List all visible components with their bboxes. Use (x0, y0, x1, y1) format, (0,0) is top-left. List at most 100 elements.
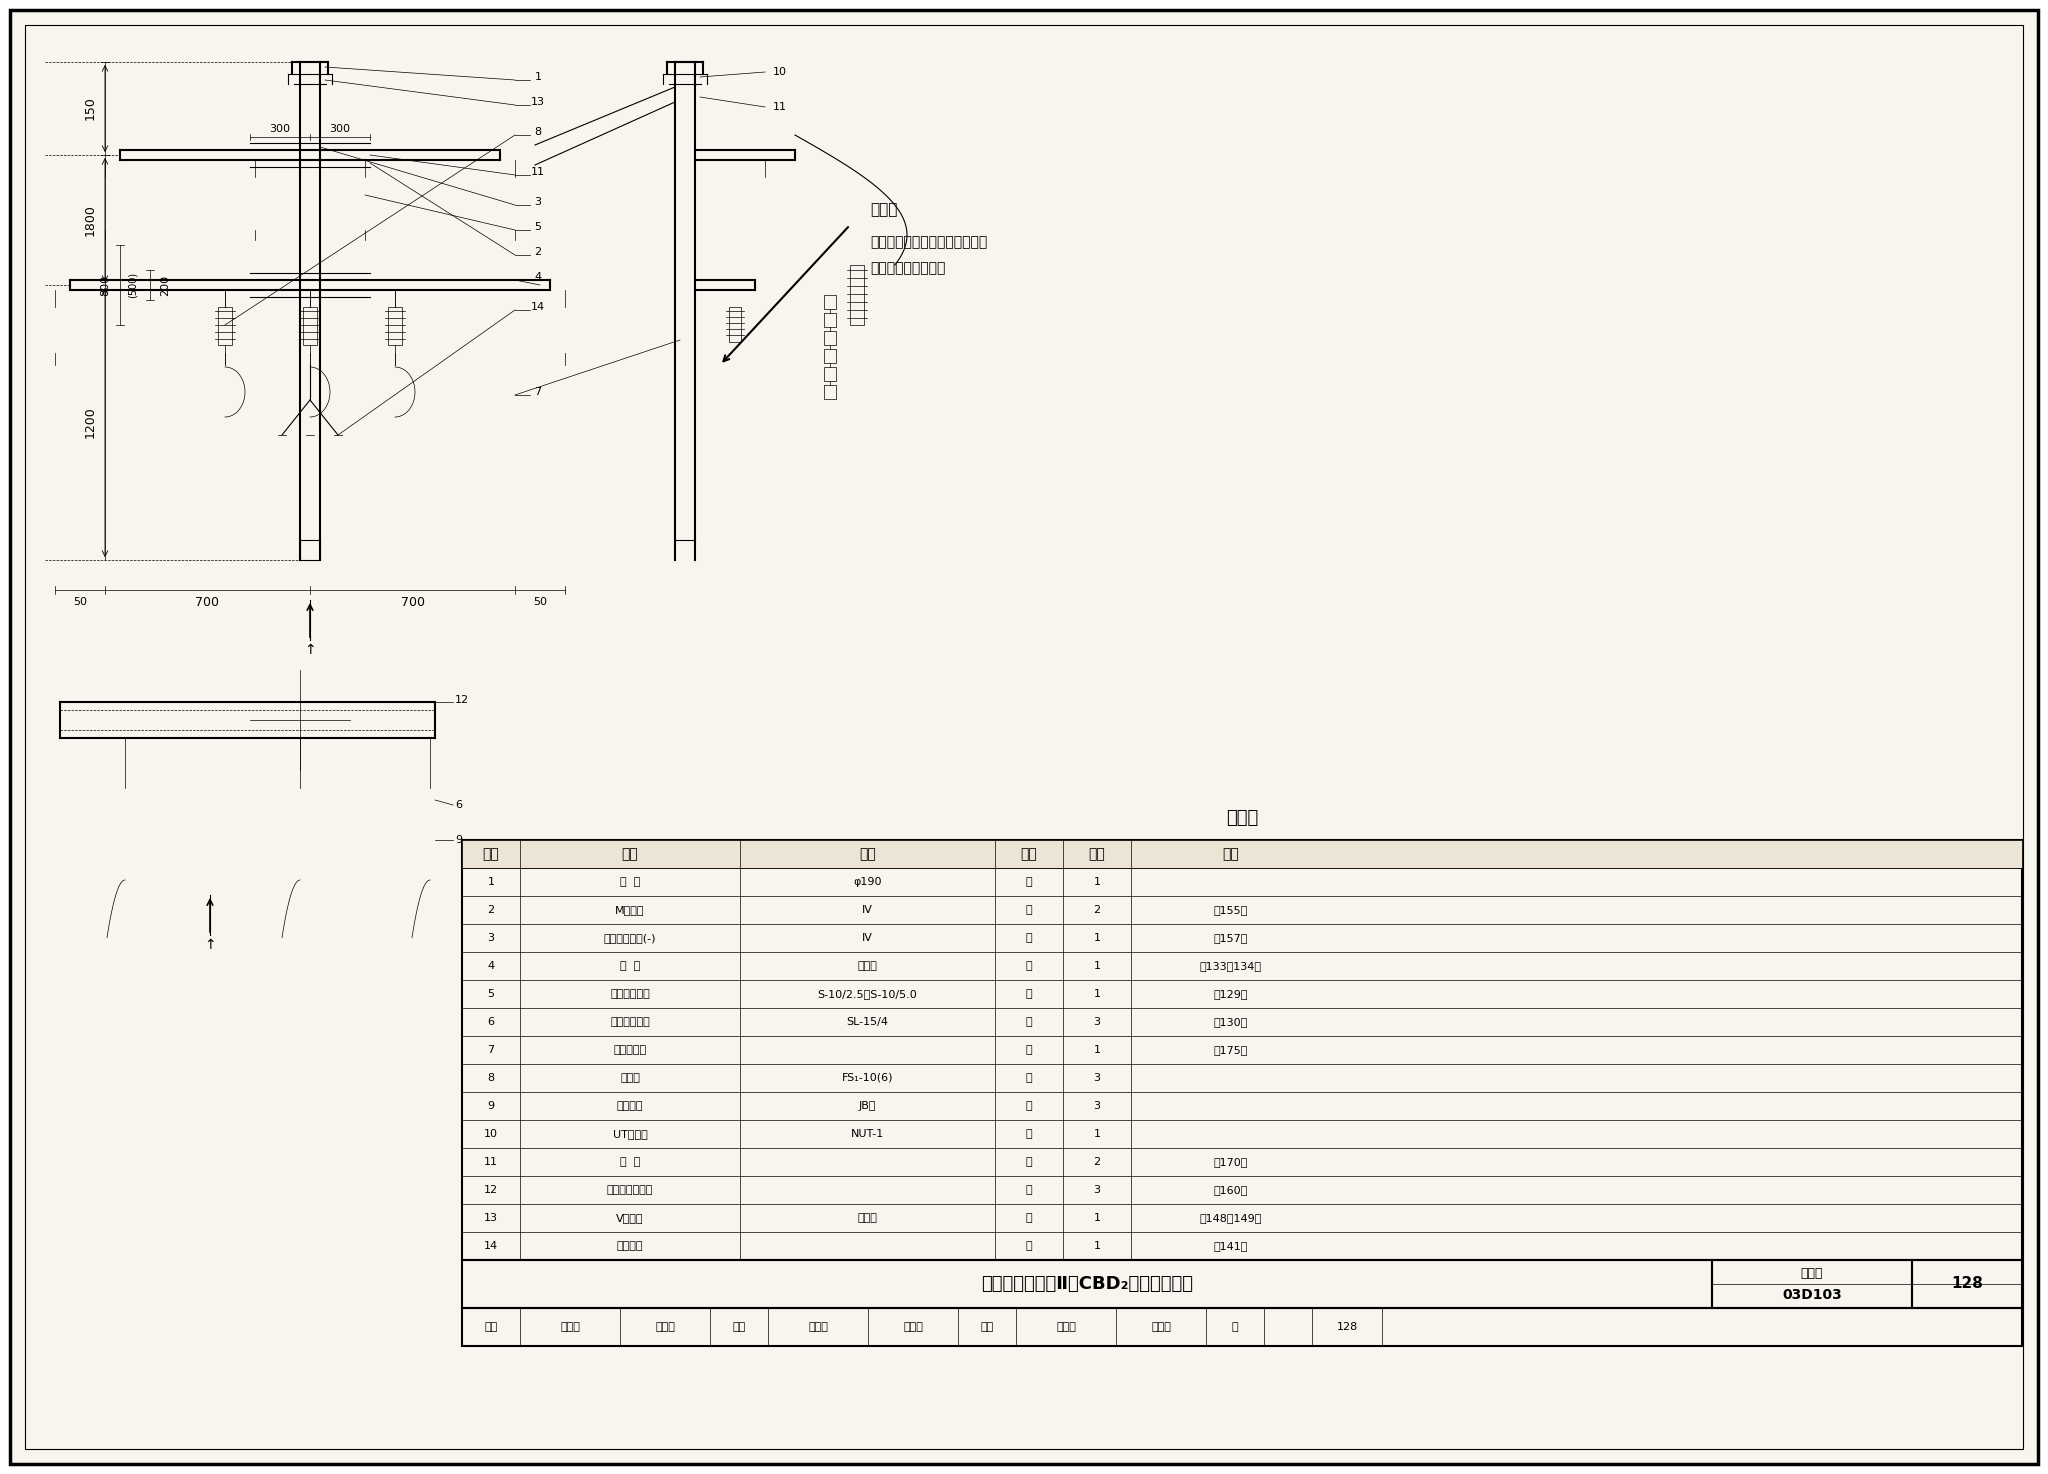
Text: 2: 2 (535, 248, 541, 256)
Text: 设计: 设计 (981, 1322, 993, 1332)
Text: 13: 13 (530, 97, 545, 108)
Text: 见157页: 见157页 (1214, 933, 1247, 943)
Text: 见附录: 见附录 (858, 961, 877, 971)
Text: 4: 4 (487, 961, 494, 971)
Text: 3: 3 (1094, 1101, 1100, 1111)
Text: 6: 6 (487, 1017, 494, 1027)
Text: 付: 付 (1026, 1185, 1032, 1195)
Text: 见160页: 见160页 (1214, 1185, 1247, 1195)
Text: 页: 页 (1231, 1322, 1239, 1332)
Text: 名称: 名称 (623, 848, 639, 861)
Bar (1913, 1260, 2021, 1307)
Text: 800: 800 (100, 274, 111, 296)
Text: 2: 2 (1094, 905, 1100, 915)
Text: 1: 1 (1094, 1241, 1100, 1251)
Text: 14: 14 (530, 302, 545, 312)
Text: 1: 1 (487, 877, 494, 887)
Text: 6: 6 (455, 800, 463, 811)
Text: 300: 300 (330, 124, 350, 134)
Text: 规格: 规格 (858, 848, 877, 861)
Text: 1800: 1800 (84, 203, 96, 236)
Text: 王向东: 王向东 (809, 1322, 827, 1332)
Text: 1: 1 (1094, 989, 1100, 999)
Text: 见133、134页: 见133、134页 (1200, 961, 1262, 971)
Text: 1: 1 (1094, 933, 1100, 943)
Text: V型拉线: V型拉线 (616, 1213, 643, 1223)
Text: 1: 1 (1094, 1213, 1100, 1223)
Text: 见130页: 见130页 (1214, 1017, 1247, 1027)
Text: IV: IV (862, 905, 872, 915)
Text: 1: 1 (1094, 877, 1100, 887)
Text: 个: 个 (1026, 1101, 1032, 1111)
Text: 屋: 屋 (1026, 989, 1032, 999)
Bar (823, 349, 836, 363)
Text: 子河光: 子河光 (903, 1322, 924, 1332)
Text: 根: 根 (1026, 877, 1032, 887)
Text: 个: 个 (1026, 905, 1032, 915)
Text: JB型: JB型 (858, 1101, 877, 1111)
Text: 个: 个 (1026, 1073, 1032, 1083)
Text: 洪长标: 洪长标 (1151, 1322, 1171, 1332)
Text: 下拉线截面见附录。: 下拉线截面见附录。 (870, 261, 946, 276)
Bar (823, 332, 836, 345)
Text: 1: 1 (1094, 1045, 1100, 1055)
Text: 拉  线: 拉 线 (621, 1157, 641, 1167)
Text: 128: 128 (1952, 1276, 1982, 1291)
Text: 12: 12 (455, 696, 469, 705)
Text: 序号: 序号 (483, 848, 500, 861)
Text: 8: 8 (535, 127, 541, 137)
Text: 5: 5 (487, 989, 494, 999)
Text: 5: 5 (535, 223, 541, 231)
Text: 附注: 附注 (1223, 848, 1239, 861)
Text: ↑: ↑ (305, 643, 315, 657)
Text: 展拉棒绕绵子: 展拉棒绕绵子 (610, 1017, 649, 1027)
Bar (463, 1307, 2021, 1346)
Text: 1: 1 (1094, 961, 1100, 971)
Text: 3: 3 (1094, 1185, 1100, 1195)
Text: 700: 700 (195, 595, 219, 609)
Text: NUT-1: NUT-1 (850, 1129, 885, 1139)
Text: 电  杆: 电 杆 (621, 877, 641, 887)
Text: 带避雷线终端杆Ⅱ（CBD₂）杆顶安装图: 带避雷线终端杆Ⅱ（CBD₂）杆顶安装图 (981, 1275, 1194, 1293)
Text: 明细表: 明细表 (1227, 809, 1257, 827)
Text: 9: 9 (487, 1101, 494, 1111)
Text: 付: 付 (1026, 933, 1032, 943)
Text: 马利天: 马利天 (655, 1322, 676, 1332)
Text: 接地装置: 接地装置 (616, 1241, 643, 1251)
Text: 50: 50 (532, 597, 547, 607)
Text: 11: 11 (772, 102, 786, 112)
Text: 校对: 校对 (733, 1322, 745, 1332)
Text: M形抜鐵: M形抜鐵 (614, 905, 645, 915)
Bar (823, 385, 836, 399)
Bar (850, 265, 864, 324)
Bar (463, 840, 2021, 868)
Bar (823, 312, 836, 327)
Text: 11: 11 (530, 167, 545, 177)
Text: 组: 组 (1026, 1045, 1032, 1055)
Text: 9: 9 (455, 834, 463, 845)
Text: 杆顶支座拉箋(-): 杆顶支座拉箋(-) (604, 933, 655, 943)
Text: (500): (500) (127, 271, 137, 298)
Text: 11: 11 (483, 1157, 498, 1167)
Text: 开口线夸: 开口线夸 (616, 1101, 643, 1111)
Text: 2: 2 (487, 905, 494, 915)
Text: 付: 付 (1026, 1157, 1032, 1167)
Text: 8: 8 (487, 1073, 494, 1083)
Text: S-10/2.5或S-10/5.0: S-10/2.5或S-10/5.0 (817, 989, 918, 999)
Text: 横  担: 横 担 (621, 961, 641, 971)
Text: 50: 50 (74, 597, 86, 607)
Text: 300: 300 (270, 124, 291, 134)
Text: 7: 7 (487, 1045, 494, 1055)
Text: 见141页: 见141页 (1214, 1241, 1247, 1251)
Bar (217, 307, 231, 345)
Text: SL-15/4: SL-15/4 (846, 1017, 889, 1027)
Text: 组: 组 (1026, 1213, 1032, 1223)
Text: 上拉线截面与避雷线规格相同，: 上拉线截面与避雷线规格相同， (870, 234, 987, 249)
Text: 见170页: 见170页 (1214, 1157, 1247, 1167)
Bar (463, 1260, 1712, 1307)
Text: 见148、149页: 见148、149页 (1200, 1213, 1262, 1223)
Text: IV: IV (862, 933, 872, 943)
Bar (1712, 1260, 1913, 1307)
Text: 图集号: 图集号 (1800, 1268, 1823, 1279)
Text: 单位: 单位 (1020, 848, 1038, 861)
